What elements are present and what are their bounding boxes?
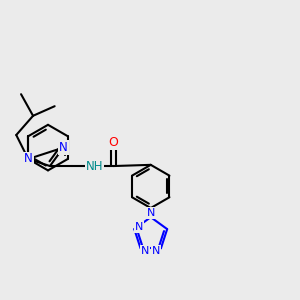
Text: N: N	[24, 152, 33, 166]
Text: NH: NH	[85, 160, 103, 172]
Text: N: N	[152, 246, 160, 256]
Text: N: N	[135, 222, 143, 232]
Text: N: N	[141, 246, 150, 256]
Text: N: N	[59, 141, 68, 154]
Text: O: O	[109, 136, 118, 148]
Text: N: N	[147, 208, 155, 218]
